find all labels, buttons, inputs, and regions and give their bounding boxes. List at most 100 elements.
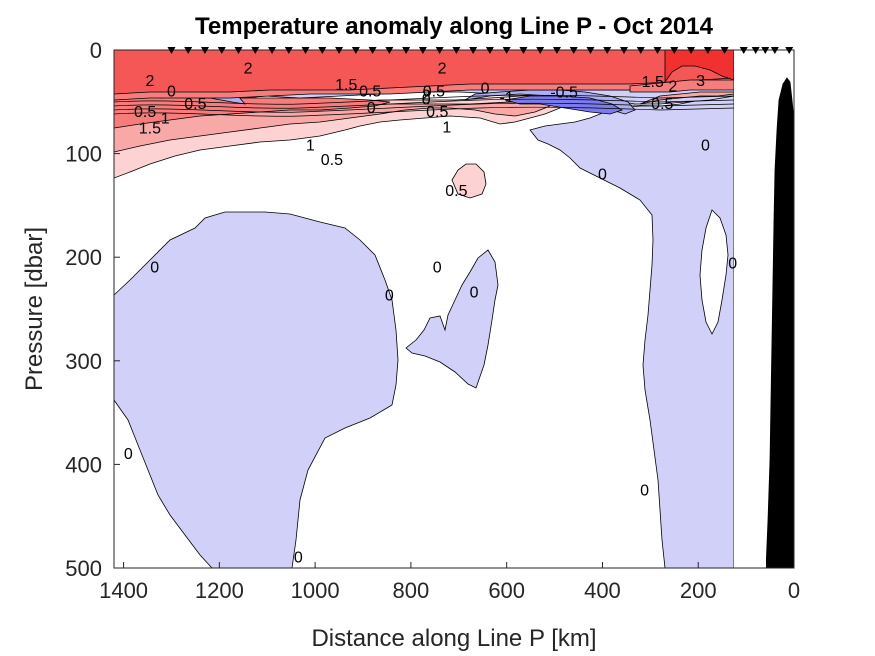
contour-label: 0 xyxy=(167,83,176,100)
contour-label: 0 xyxy=(470,284,479,301)
contour-label: 0.5 xyxy=(423,83,445,100)
x-tick-label: 0 xyxy=(788,578,800,603)
x-tick-label: 1200 xyxy=(195,578,244,603)
contour-label: 0.5 xyxy=(134,104,156,121)
station-marker xyxy=(485,47,494,54)
station-marker xyxy=(761,47,770,54)
contour-label: 0 xyxy=(640,482,649,499)
x-tick-label: 1400 xyxy=(99,578,148,603)
contour-label: 0 xyxy=(294,550,303,567)
station-marker xyxy=(703,47,712,54)
station-marker xyxy=(284,47,293,54)
contour-label: 0 xyxy=(728,255,737,272)
station-marker xyxy=(536,47,545,54)
station-marker xyxy=(402,47,411,54)
contour-label: 0 xyxy=(367,100,376,117)
station-marker xyxy=(502,47,511,54)
station-marker xyxy=(318,47,327,54)
station-marker xyxy=(435,47,444,54)
station-marker xyxy=(368,47,377,54)
station-marker xyxy=(301,47,310,54)
station-marker xyxy=(653,47,662,54)
station-marker xyxy=(620,47,628,54)
station-marker xyxy=(200,47,209,54)
station-marker xyxy=(586,47,595,54)
y-tick-label: 100 xyxy=(65,142,102,167)
station-marker xyxy=(251,47,260,54)
contour-label: 0.5 xyxy=(651,96,673,113)
station-marker xyxy=(469,47,478,54)
contour-label: 0.5 xyxy=(426,104,448,121)
station-marker xyxy=(351,47,360,54)
station-marker xyxy=(552,47,561,54)
contour-label: 1 xyxy=(161,110,170,127)
contour-label: 1.5 xyxy=(335,77,357,94)
contour-label: 1.5 xyxy=(139,121,161,138)
contour-label: 0 xyxy=(124,446,133,463)
contour-label: 2 xyxy=(422,88,431,105)
contour-label: 0 xyxy=(150,260,159,277)
contour-label: 0 xyxy=(433,260,442,277)
station-marker xyxy=(217,47,226,54)
x-tick-label: 400 xyxy=(584,578,621,603)
contour-label: 0 xyxy=(701,137,710,154)
contour-label: 2 xyxy=(438,61,447,78)
contour-label: 1.5 xyxy=(642,74,664,91)
contour-label: 0 xyxy=(481,80,490,97)
station-marker xyxy=(418,47,427,54)
station-marker xyxy=(687,47,696,54)
contour-label: 2 xyxy=(145,73,154,90)
y-tick-label: 400 xyxy=(65,452,102,477)
white-patch-east xyxy=(699,209,729,335)
contour-label: 0 xyxy=(385,288,394,305)
neg-region-west xyxy=(114,211,399,568)
y-tick-label: 300 xyxy=(65,349,102,374)
neg-band-1-center xyxy=(504,95,623,115)
x-axis-label: Distance along Line P [km] xyxy=(311,625,596,652)
station-marker xyxy=(385,47,394,54)
station-marker xyxy=(335,47,344,54)
contour-label: -1 xyxy=(500,90,514,107)
y-axis-ticks: 0 100 200 300 400 500 xyxy=(65,38,120,581)
station-marker xyxy=(751,47,760,54)
y-tick-label: 200 xyxy=(65,245,102,270)
contour-label: 0.5 xyxy=(321,152,343,169)
contour-label: 0 xyxy=(598,166,607,183)
contour-label: 0.5 xyxy=(184,96,206,113)
station-marker xyxy=(184,47,193,54)
station-marker xyxy=(720,47,729,54)
y-axis-label: Pressure [dbar] xyxy=(21,227,48,391)
station-marker xyxy=(670,47,679,54)
x-tick-label: 1000 xyxy=(291,578,340,603)
land-mask xyxy=(765,77,794,568)
contour-label: 3 xyxy=(696,73,705,90)
contour-label: 0.5 xyxy=(359,83,381,100)
station-marker xyxy=(785,47,794,54)
chart-title: Temperature anomaly along Line P - Oct 2… xyxy=(195,13,714,40)
thermocline-contour-lines xyxy=(114,94,735,117)
station-marker xyxy=(739,47,748,54)
x-tick-label: 600 xyxy=(488,578,525,603)
station-marker xyxy=(770,47,779,54)
y-tick-label: 0 xyxy=(90,38,102,63)
neg-region-island xyxy=(405,249,499,389)
station-marker xyxy=(636,47,645,54)
contour-label: 0.5 xyxy=(445,183,467,200)
contour-label: 0 xyxy=(422,92,431,109)
station-marker xyxy=(167,47,176,54)
pos-bump-0-5 xyxy=(451,163,487,199)
y-tick-label: 500 xyxy=(65,556,102,581)
station-marker xyxy=(569,47,578,54)
contour-label: 2 xyxy=(244,61,253,78)
contour-label: 1 xyxy=(442,120,451,137)
station-marker xyxy=(452,47,461,54)
axes-frame xyxy=(113,49,795,569)
station-marker xyxy=(519,47,528,54)
station-marker xyxy=(234,47,243,54)
pos-bump-3 xyxy=(664,50,735,84)
contour-label: 2 xyxy=(668,78,677,95)
x-tick-label: 200 xyxy=(680,578,717,603)
station-marker xyxy=(603,47,612,54)
x-tick-label: 800 xyxy=(393,578,430,603)
